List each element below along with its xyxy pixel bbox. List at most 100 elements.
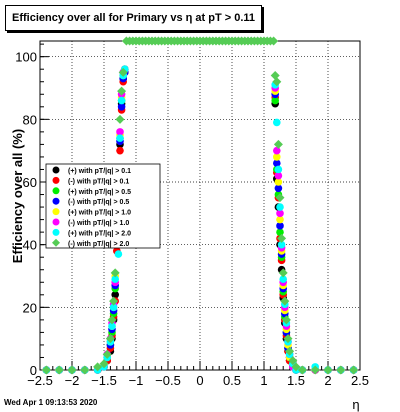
- data-point: [349, 365, 359, 375]
- data-point: [117, 103, 126, 111]
- data-point: [67, 365, 77, 375]
- x-tick-label: −1.5: [91, 373, 117, 388]
- x-tick-label: −2.5: [27, 373, 53, 388]
- data-point: [283, 334, 293, 344]
- tick-labels: −2.5 −2 −1.5 −1 −0.5 0 0.5 1 1.5 2 2.5 0 20 40 60 80 100: [15, 50, 369, 388]
- legend-label: (-) with pT/|q| > 1.0: [68, 220, 129, 227]
- data-point: [110, 268, 120, 278]
- legend-label: (-) with pT/|q| > 2.0: [68, 241, 129, 248]
- data-point: [115, 114, 125, 124]
- data-point: [116, 134, 124, 142]
- data-point: [111, 291, 119, 299]
- data-point: [277, 240, 286, 249]
- data-point: [274, 165, 283, 174]
- y-tick-label: 80: [23, 112, 37, 127]
- legend-box: [45, 163, 161, 249]
- data-point: [281, 315, 291, 325]
- data-point: [269, 36, 279, 46]
- legend-marker: [52, 208, 60, 216]
- data-point: [277, 233, 287, 243]
- data-point: [54, 365, 64, 375]
- y-tick-label: 20: [23, 300, 37, 315]
- legend-label: (-) with pT/|q| > 0.5: [68, 199, 129, 206]
- chart-title: Efficiency over all for Primary vs η at …: [5, 5, 263, 31]
- legend-label: (+) with pT/|q| > 0.5: [68, 189, 131, 196]
- timestamp: Wed Apr 1 09:13:53 2020: [4, 398, 98, 407]
- data-point: [99, 359, 109, 369]
- data-point: [109, 296, 119, 306]
- data-point: [274, 171, 283, 180]
- data-point: [276, 228, 284, 236]
- x-tick-label: 2: [324, 373, 331, 388]
- data-point: [108, 322, 116, 330]
- legend-marker: [52, 176, 60, 184]
- data-point: [116, 128, 124, 136]
- data-point: [276, 215, 284, 224]
- data-point: [279, 275, 288, 283]
- x-axis-label: η: [352, 397, 359, 412]
- legend-marker: [52, 166, 60, 174]
- legend-marker: [52, 197, 60, 205]
- data-point: [80, 365, 90, 375]
- legend-marker: [52, 238, 60, 247]
- y-axis-label: Efficiency over all (%): [10, 129, 25, 263]
- data-point: [274, 184, 283, 193]
- x-tick-label: 1: [260, 373, 267, 388]
- data-point: [107, 315, 117, 325]
- data-point: [109, 303, 118, 312]
- data-point: [323, 365, 333, 375]
- data-point: [117, 96, 126, 105]
- data-point: [285, 346, 295, 356]
- data-point: [276, 203, 284, 211]
- x-tick-label: 0: [196, 373, 203, 388]
- data-point: [288, 356, 298, 366]
- y-tick-label: 40: [23, 238, 37, 253]
- data-point: [273, 153, 281, 161]
- y-tick-label: 60: [23, 175, 37, 190]
- data-point: [273, 159, 281, 167]
- data-point: [280, 296, 290, 306]
- data-point: [310, 365, 320, 375]
- data-point: [297, 365, 307, 375]
- legend: (+) with pT/|q| > 0.1 (-) with pT/|q| > 0…: [45, 163, 161, 249]
- data-point: [105, 334, 115, 344]
- legend-marker: [52, 218, 60, 226]
- data-point: [270, 70, 280, 80]
- data-point: [93, 362, 103, 372]
- data-point: [118, 67, 128, 77]
- y-tick-label: 100: [15, 50, 37, 65]
- x-tick-label: −0.5: [155, 373, 181, 388]
- data-point: [111, 275, 119, 283]
- x-tick-label: −2: [65, 373, 80, 388]
- data-point: [275, 193, 285, 203]
- data-point: [116, 146, 124, 155]
- legend-label: (+) with pT/|q| > 0.1: [68, 168, 131, 175]
- data-point: [114, 250, 123, 258]
- legend-label: (-) with pT/|q| > 0.1: [68, 178, 129, 185]
- x-tick-label: −1: [129, 373, 144, 388]
- data-point: [273, 139, 283, 149]
- legend-label: (+) with pT/|q| > 2.0: [68, 230, 131, 237]
- legend-marker: [52, 187, 60, 195]
- x-tick-label: 1.5: [287, 373, 305, 388]
- data-point: [276, 209, 284, 218]
- data-point: [271, 96, 280, 105]
- data-point: [291, 362, 301, 372]
- data-point: [102, 349, 112, 359]
- y-tick-label: 0: [30, 363, 37, 378]
- data-point: [273, 118, 281, 127]
- legend-marker: [52, 228, 60, 236]
- x-tick-label: 2.5: [351, 373, 369, 388]
- data-point: [41, 365, 51, 375]
- data-point: [278, 268, 288, 278]
- data-points: [41, 36, 359, 375]
- data-point: [272, 77, 282, 87]
- axis-ticks: [39, 43, 361, 371]
- data-point: [336, 365, 346, 375]
- series-8: [41, 36, 359, 375]
- data-point: [274, 178, 283, 186]
- legend-label: (+) with pT/|q| > 1.0: [68, 210, 131, 217]
- data-point: [117, 86, 127, 96]
- x-tick-label: 0.5: [223, 373, 241, 388]
